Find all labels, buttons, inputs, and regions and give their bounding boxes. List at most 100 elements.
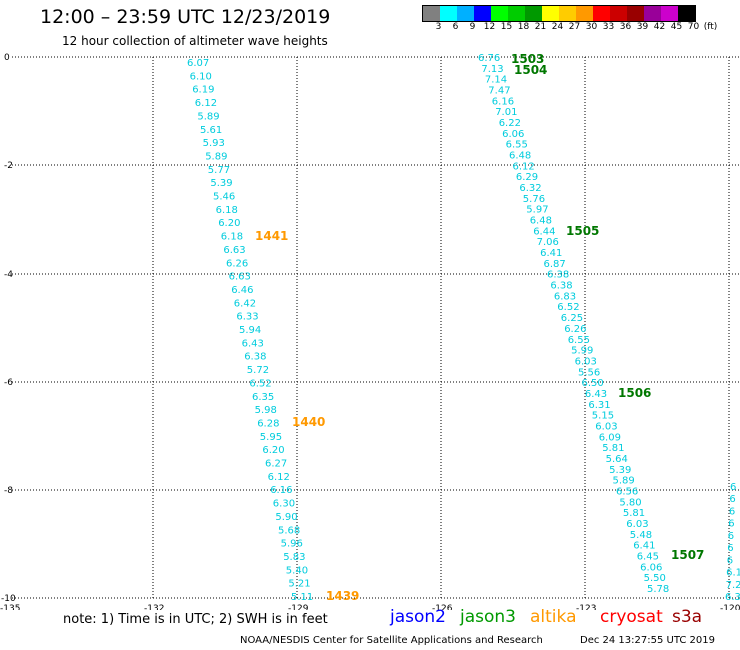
legend-label: 21 — [534, 22, 547, 32]
wave-height-value: 6.3 — [725, 592, 740, 603]
wave-height-value: 6 — [728, 519, 734, 530]
wave-height-value: 6.33 — [236, 312, 258, 323]
legend-swatch — [542, 6, 559, 21]
wave-height-value: 6.03 — [626, 519, 648, 530]
wave-height-value: 6.18 — [216, 205, 238, 216]
wave-height-value: 6 — [729, 506, 735, 517]
wave-height-value: 6.38 — [244, 352, 266, 363]
legend-label: 27 — [568, 22, 581, 32]
jason3-track-right: 6.767.137.147.476.167.016.226.066.556.48… — [478, 53, 669, 595]
legend-label: 42 — [653, 22, 666, 32]
wave-height-value: 6.46 — [231, 285, 253, 296]
lon-tick-label: -120 — [720, 604, 740, 610]
wave-height-value: 5.50 — [644, 573, 666, 584]
wave-height-value: 5.48 — [630, 530, 652, 541]
lon-tick-label: -129 — [288, 604, 309, 610]
wave-height-value: 6.45 — [637, 552, 659, 563]
wave-height-value: 6.26 — [226, 258, 248, 269]
wave-height-value: 5.39 — [609, 465, 631, 476]
wave-height-value: 6.20 — [218, 218, 240, 229]
legend-swatch — [508, 6, 525, 21]
lat-tick-label: 0 — [4, 53, 10, 63]
legend-label: 70 — [687, 22, 700, 32]
lat-tick-label: -10 — [1, 594, 16, 604]
latitude-axis: 0 -2 -4 -6 -8 -10 — [1, 53, 16, 604]
wave-height-value: 5.93 — [203, 138, 225, 149]
wave-height-value: 5.78 — [647, 584, 669, 595]
wave-height-value: 5.89 — [205, 151, 227, 162]
wave-height-value: 5.98 — [255, 405, 277, 416]
legend-swatch — [559, 6, 576, 21]
lat-tick-label: -2 — [4, 161, 13, 171]
wave-height-value: 6.25 — [561, 313, 583, 324]
pass-label-1440: 1440 — [292, 415, 325, 429]
pass-label-1503: 1503 — [511, 52, 544, 66]
wave-height-value: 5.46 — [213, 192, 235, 203]
wave-height-value: 6.12 — [268, 472, 290, 483]
legend-label: 12 — [483, 22, 496, 32]
credit-line: NOAA/NESDIS Center for Satellite Applica… — [240, 635, 543, 646]
wave-height-value: 6.26 — [564, 324, 586, 335]
wave-height-value: 5.81 — [623, 508, 645, 519]
pass-label-1506: 1506 — [618, 386, 651, 400]
legend-label: 39 — [636, 22, 649, 32]
wave-height-value: 6.19 — [192, 85, 214, 96]
wave-height-value: 7.14 — [485, 75, 507, 86]
map-grid — [12, 56, 740, 599]
wave-height-value: 5.21 — [288, 579, 310, 590]
wave-height-value: 7.2 — [726, 580, 740, 591]
wave-height-value: 6.63 — [223, 245, 245, 256]
wave-height-value: 7.13 — [481, 64, 503, 75]
wave-height-value: 5.90 — [275, 512, 297, 523]
wave-height-value: 5.95 — [260, 432, 282, 443]
lat-tick-label: -6 — [4, 378, 13, 388]
legend-label: 45 — [670, 22, 683, 32]
wave-height-value: 5.64 — [606, 454, 628, 465]
legend-swatch — [423, 6, 440, 21]
wave-height-value: 6.41 — [540, 248, 562, 259]
wave-height-value: 6.18 — [221, 232, 243, 243]
wave-height-value: 6.12 — [195, 98, 217, 109]
wave-height-value: 6.41 — [633, 541, 655, 552]
wave-height-value: 6.35 — [252, 392, 274, 403]
wave-height-value: 5.83 — [283, 552, 305, 563]
wave-height-value: 6.30 — [273, 499, 295, 510]
wave-height-value: 6 — [727, 555, 733, 566]
wave-height-value: 5.61 — [200, 125, 222, 136]
wave-height-value: 6.10 — [190, 71, 212, 82]
legend-label: 3 — [435, 22, 442, 32]
wave-height-value: 6.06 — [502, 129, 524, 140]
wave-height-value: 6.03 — [575, 356, 597, 367]
pass-label-1505: 1505 — [566, 224, 599, 238]
pass-label-1504: 1504 — [514, 63, 547, 77]
wave-height-value: 5.56 — [578, 367, 600, 378]
legend-swatch — [491, 6, 508, 21]
wave-height-value: 6.07 — [187, 58, 209, 69]
legend-swatch — [457, 6, 474, 21]
page-subtitle: 12 hour collection of altimeter wave hei… — [62, 34, 328, 48]
legend-swatch — [576, 6, 593, 21]
wave-height-value: 5.81 — [602, 443, 624, 454]
wave-height-value: 6.06 — [640, 562, 662, 573]
wave-height-map: 0 -2 -4 -6 -8 -10 -135 -132 -129 -126 -123 -120 6.… — [0, 52, 740, 610]
color-scale-labels: 3 6 9 12 15 18 21 24 27 30 33 36 39 42 45 70 (ft) — [422, 22, 740, 34]
generated-timestamp: Dec 24 13:27:55 UTC 2019 — [580, 635, 715, 646]
legend-swatch — [627, 6, 644, 21]
wave-height-value: 6.50 — [582, 378, 604, 389]
wave-height-value: 6 — [729, 494, 735, 505]
wave-height-value: 6.1 — [726, 568, 740, 579]
wave-height-value: 6.22 — [499, 118, 521, 129]
legend-swatch — [593, 6, 610, 21]
pass-labels: 1439 1440 1441 1503 1504 1505 1506 1507 — [255, 52, 704, 603]
lon-tick-label: -135 — [0, 604, 20, 610]
satellite-jason3: jason3 — [460, 607, 516, 627]
legend-swatch — [474, 6, 491, 21]
lon-tick-label: -132 — [144, 604, 164, 610]
wave-height-value: 7.06 — [537, 237, 559, 248]
wave-height-value: 5.80 — [619, 497, 641, 508]
wave-height-value: 6.16 — [492, 96, 514, 107]
wave-height-value: 5.68 — [278, 525, 300, 536]
wave-height-value: 6.63 — [229, 272, 251, 283]
wave-height-value: 5.15 — [592, 411, 614, 422]
